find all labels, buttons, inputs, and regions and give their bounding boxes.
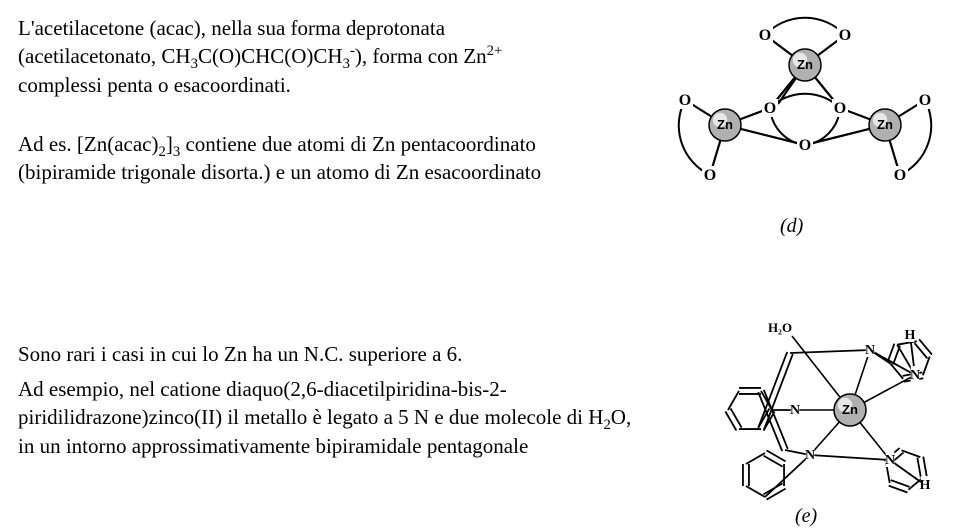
svg-text:H: H [905, 328, 916, 343]
figure-d: O O O O O O O O O Zn Zn Zn (d) [670, 10, 940, 240]
subscript: 3 [343, 57, 350, 73]
svg-text:O: O [764, 100, 776, 117]
figure-d-label: (d) [780, 215, 803, 238]
svg-text:O: O [839, 27, 851, 44]
svg-text:H: H [920, 478, 931, 493]
superscript: 2+ [487, 43, 503, 59]
text: ), forma con Zn [355, 44, 487, 68]
svg-text:Zn: Zn [842, 402, 858, 417]
svg-text:O: O [704, 167, 716, 184]
subscript: 3 [191, 57, 198, 73]
svg-text:O: O [919, 92, 931, 109]
diagram-e: H₂O N N N N N H H Zn [700, 310, 940, 505]
svg-text:O: O [894, 167, 906, 184]
text: Ad es. [Zn(acac) [18, 132, 159, 156]
svg-text:N: N [910, 368, 920, 383]
svg-text:Zn: Zn [877, 117, 893, 132]
svg-text:O: O [679, 92, 691, 109]
figure-e-label: (e) [795, 505, 817, 528]
svg-text:Zn: Zn [717, 117, 733, 132]
diagram-d: O O O O O O O O O Zn Zn Zn [670, 10, 940, 210]
paragraph-2: Ad es. [Zn(acac)2]3 contiene due atomi d… [18, 130, 548, 187]
svg-text:Zn: Zn [797, 57, 813, 72]
svg-text:O: O [759, 27, 771, 44]
paragraph-3: Sono rari i casi in cui lo Zn ha un N.C.… [18, 340, 548, 368]
text: Sono rari i casi in cui lo Zn ha un N.C.… [18, 342, 462, 366]
svg-text:O: O [799, 137, 811, 154]
svg-text:N: N [885, 453, 895, 468]
paragraph-4: Ad esempio, nel catione diaquo(2,6-diace… [18, 375, 648, 460]
text: C(O)CHC(O)CH [198, 44, 343, 68]
subscript: 2 [159, 144, 166, 160]
subscript: 2 [603, 418, 610, 434]
text: complessi penta o esacoordinati. [18, 73, 291, 97]
svg-text:N: N [805, 448, 815, 463]
figure-e: H₂O N N N N N H H Zn (e) [700, 310, 940, 525]
svg-text:O: O [834, 100, 846, 117]
text: ] [166, 132, 173, 156]
svg-text:N: N [790, 403, 800, 418]
svg-text:H₂O: H₂O [768, 320, 792, 335]
svg-text:N: N [865, 343, 875, 358]
paragraph-1: L'acetilacetone (acac), nella sua forma … [18, 14, 548, 99]
text: Ad esempio, nel catione diaquo(2,6-diace… [18, 377, 603, 429]
